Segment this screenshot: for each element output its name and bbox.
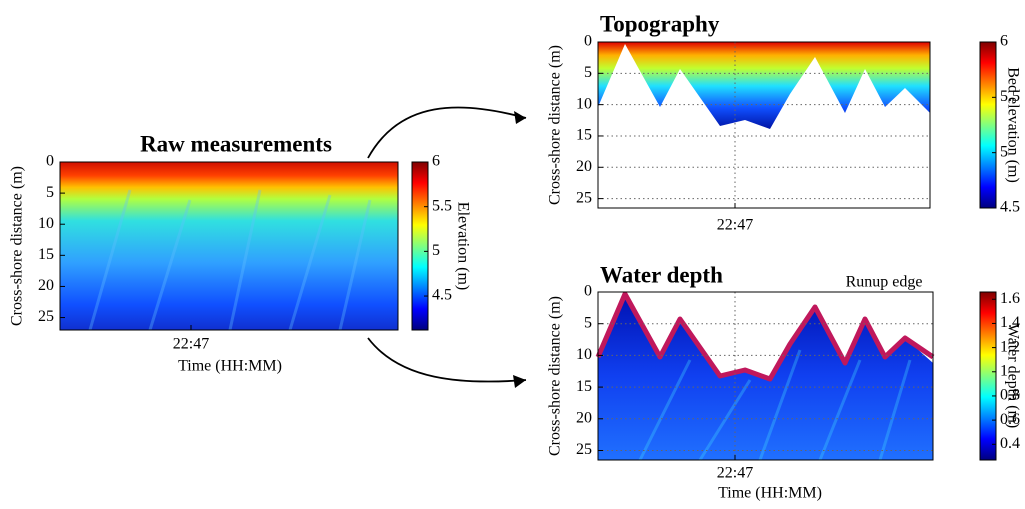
x-tick-label: 22:47 [173, 336, 209, 353]
y-tick-label: 10 [576, 95, 592, 112]
x-axis-label: Time (HH:MM) [718, 485, 822, 502]
y-tick-label: 25 [38, 308, 54, 325]
arrow-head [513, 375, 526, 388]
colorbar-tick-label: 1 [1000, 362, 1008, 379]
y-tick-label: 20 [576, 409, 592, 426]
colorbar-tick-label: 6 [432, 153, 440, 170]
y-tick-label: 0 [584, 283, 592, 300]
colorbar-label: Bed elevation (m) [1004, 67, 1021, 183]
colorbar-label: Water depth (m) [1004, 324, 1021, 428]
raw-streaks [88, 189, 372, 331]
colorbar-label: Elevation (m) [454, 202, 471, 290]
y-tick-label: 5 [46, 184, 54, 201]
x-tick-label: 22:47 [717, 217, 753, 234]
y-tick-label: 25 [576, 189, 592, 206]
runup-edge [595, 291, 935, 382]
colorbar-tick-label: 5 [432, 242, 440, 259]
x-axis-label: Time (HH:MM) [178, 358, 282, 375]
y-tick-label: 0 [46, 153, 54, 170]
y-tick-label: 10 [576, 346, 592, 363]
panel-title: Topography [600, 11, 720, 36]
colorbar-tick-label: 1.4 [1000, 314, 1020, 331]
y-tick-label: 5 [584, 314, 592, 331]
panel-title: Raw measurements [140, 131, 332, 156]
colorbar-tick-label: 4.5 [1000, 199, 1020, 216]
arrow-head [514, 111, 526, 124]
y-tick-label: 25 [576, 441, 592, 458]
depth-streaks [638, 349, 912, 461]
y-tick-label: 10 [38, 215, 54, 232]
y-axis-label: Cross-shore distance (m) [9, 166, 26, 326]
y-tick-label: 5 [584, 64, 592, 81]
plot-frame [597, 41, 931, 209]
colorbar-tick-label: 5.5 [432, 197, 452, 214]
colorbar-tick-label: 0.8 [1000, 387, 1020, 404]
depth-heatmap [598, 294, 933, 460]
colorbar-tick-label: 1.2 [1000, 338, 1020, 355]
colorbar [979, 41, 997, 209]
y-tick-label: 20 [38, 277, 54, 294]
plot-frame [59, 161, 399, 331]
colorbar-tick-label: 5 [1000, 143, 1008, 160]
colorbar-tick-label: 4.5 [432, 287, 452, 304]
colorbar-tick-label: 5.5 [1000, 88, 1020, 105]
x-tick-label: 22:47 [717, 465, 753, 482]
colorbar [979, 291, 997, 461]
y-axis-label: Cross-shore distance (m) [547, 45, 564, 205]
arrows [367, 106, 527, 383]
colorbar-tick-label: 0.6 [1000, 411, 1020, 428]
plot-frame [597, 291, 934, 461]
y-axis-label: Cross-shore distance (m) [547, 296, 564, 456]
y-tick-label: 15 [38, 246, 54, 263]
y-tick-label: 0 [584, 33, 592, 50]
colorbar [411, 161, 429, 331]
annotation: Runup edge [846, 274, 923, 291]
y-tick-label: 20 [576, 158, 592, 175]
y-tick-label: 15 [576, 127, 592, 144]
y-tick-label: 15 [576, 378, 592, 395]
panel-title: Water depth [600, 262, 723, 287]
topography-heatmap [598, 42, 930, 129]
raw-heatmap [60, 162, 398, 330]
colorbar-tick-label: 6 [1000, 33, 1008, 50]
colorbar-tick-label: 1.6 [1000, 290, 1020, 307]
colorbar-tick-label: 0.4 [1000, 435, 1020, 452]
